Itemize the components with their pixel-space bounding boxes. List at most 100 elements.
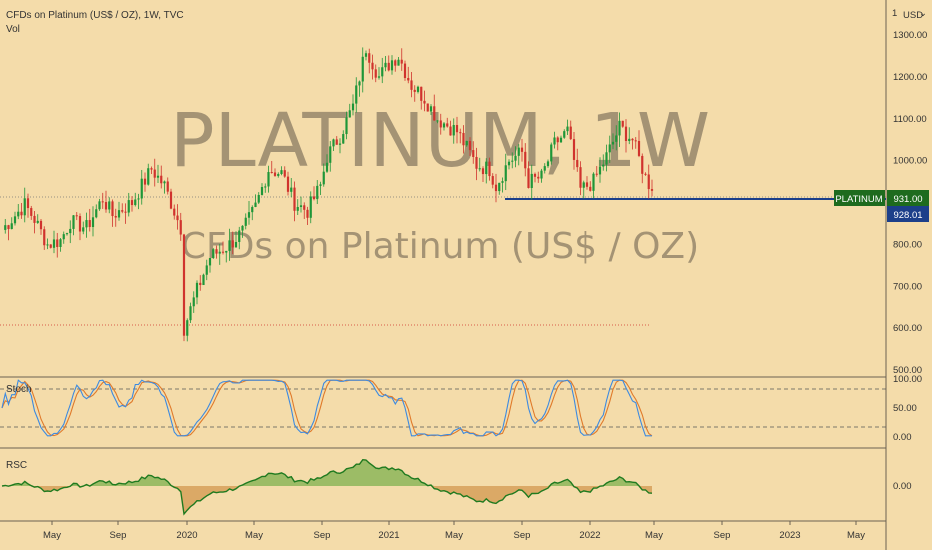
candle-body xyxy=(423,100,426,104)
candle-body xyxy=(121,210,124,212)
candle-body xyxy=(611,141,615,145)
candle-body xyxy=(478,168,481,170)
candle-body xyxy=(273,172,277,176)
candle-body xyxy=(283,170,286,177)
candle-body xyxy=(286,176,290,192)
candle-body xyxy=(114,216,117,218)
platinum-tag-bg xyxy=(834,190,885,206)
candle-body xyxy=(280,170,283,174)
candle-body xyxy=(218,251,221,254)
candle-body xyxy=(173,208,176,216)
candle-body xyxy=(312,196,316,200)
candle-body xyxy=(618,120,621,136)
candle-body xyxy=(319,184,322,186)
candle-body xyxy=(475,156,478,169)
candle-body xyxy=(598,166,602,175)
candle-body xyxy=(65,233,69,235)
candle-body xyxy=(403,63,407,78)
candle-body xyxy=(270,172,273,174)
rsc-negative-fill xyxy=(2,486,652,514)
time-tick-label: 2020 xyxy=(176,530,197,541)
rsc-label: RSC xyxy=(6,460,27,471)
candle-body xyxy=(342,134,345,144)
price-tick-label: 500.00 xyxy=(893,365,922,376)
candle-body xyxy=(52,239,56,248)
candle-body xyxy=(166,181,169,192)
rsc-area xyxy=(1,458,653,516)
candle-body xyxy=(410,80,413,90)
candle-body xyxy=(33,215,36,223)
candle-body xyxy=(88,220,91,228)
candle-body xyxy=(49,244,52,248)
candle-body xyxy=(472,150,475,157)
price-axis[interactable]: 1300.001200.001100.001000.00900.00800.00… xyxy=(893,30,927,492)
time-tick-label: Sep xyxy=(514,530,531,541)
candle-body xyxy=(212,249,215,259)
last-price-tag-bg xyxy=(887,190,929,206)
candle-body xyxy=(228,240,231,251)
candle-body xyxy=(433,106,436,121)
candle-body xyxy=(221,251,225,253)
candle-body xyxy=(446,123,449,127)
candle-body xyxy=(416,86,420,92)
candle-body xyxy=(504,165,507,182)
candle-body xyxy=(208,258,212,266)
time-tick-label: Sep xyxy=(714,530,731,541)
candle-body xyxy=(91,217,95,228)
candle-body xyxy=(592,173,595,191)
candle-body xyxy=(195,282,199,298)
candle-body xyxy=(124,211,127,213)
candle-body xyxy=(605,152,608,165)
candle-body xyxy=(429,106,433,112)
candle-body xyxy=(572,139,576,160)
price-tick-label: 800.00 xyxy=(893,239,922,250)
candle-body xyxy=(234,241,238,248)
candle-body xyxy=(72,215,75,229)
candle-body xyxy=(634,140,637,142)
candle-body xyxy=(628,138,631,141)
candle-body xyxy=(485,161,488,175)
time-tick-label: Sep xyxy=(314,530,331,541)
time-axis[interactable]: May Sep 2020 May Sep 2021 May Sep 2022 May Sep 2023… xyxy=(43,521,865,541)
candle-body xyxy=(296,206,299,211)
candle-body xyxy=(459,132,462,134)
candle-body xyxy=(205,265,208,275)
candle-body xyxy=(309,196,312,218)
candle-body xyxy=(182,234,186,336)
candle-body xyxy=(111,201,114,217)
current-price-tag: 928.01 xyxy=(893,210,922,221)
candle-body xyxy=(394,60,397,66)
candle-body xyxy=(192,297,195,307)
stoch-tick-label: 0.00 xyxy=(893,432,912,443)
candle-body xyxy=(277,173,280,176)
candle-body xyxy=(4,225,7,230)
candle-body xyxy=(420,86,423,101)
rsc-tick-label: 0.00 xyxy=(893,481,912,492)
candle-body xyxy=(631,138,634,141)
candle-body xyxy=(202,274,205,286)
watermark-title: PLATINUM, 1W xyxy=(170,98,710,184)
candle-body xyxy=(488,161,491,177)
stoch-d-line xyxy=(1,379,653,437)
candle-body xyxy=(358,81,361,86)
candle-body xyxy=(322,171,325,185)
stoch-k-line xyxy=(1,379,652,437)
currency-chevron-icon[interactable]: ⌄ xyxy=(919,8,927,19)
candle-body xyxy=(650,189,654,191)
candle-body xyxy=(400,59,403,64)
price-tick-label: 700.00 xyxy=(893,281,922,292)
candle-body xyxy=(371,62,374,70)
candle-body xyxy=(130,200,134,206)
candle-body xyxy=(150,168,153,170)
candle-body xyxy=(169,191,173,209)
candle-body xyxy=(390,60,394,71)
candle-body xyxy=(17,211,20,217)
candle-body xyxy=(85,220,88,228)
candle-body xyxy=(241,225,244,231)
candle-body xyxy=(247,212,251,218)
candle-body xyxy=(602,164,605,167)
candle-body xyxy=(20,211,23,216)
candle-body xyxy=(189,306,192,321)
